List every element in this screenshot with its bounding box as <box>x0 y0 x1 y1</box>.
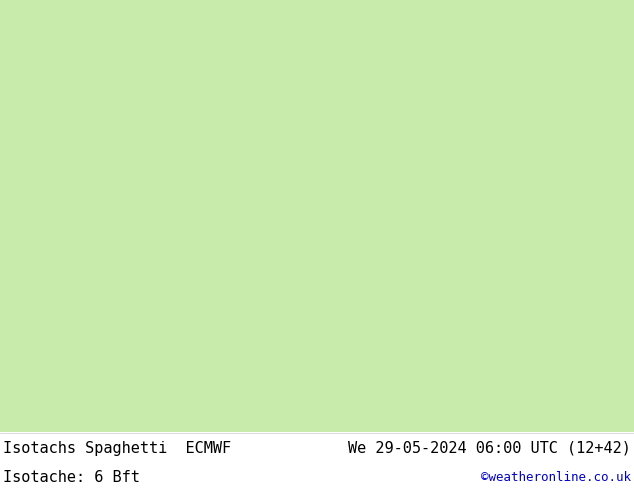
Polygon shape <box>0 0 634 432</box>
Text: Isotachs Spaghetti  ECMWF: Isotachs Spaghetti ECMWF <box>3 441 231 456</box>
Text: We 29-05-2024 06:00 UTC (12+42): We 29-05-2024 06:00 UTC (12+42) <box>348 441 631 456</box>
Text: ©weatheronline.co.uk: ©weatheronline.co.uk <box>481 471 631 484</box>
Text: Isotache: 6 Bft: Isotache: 6 Bft <box>3 470 140 485</box>
